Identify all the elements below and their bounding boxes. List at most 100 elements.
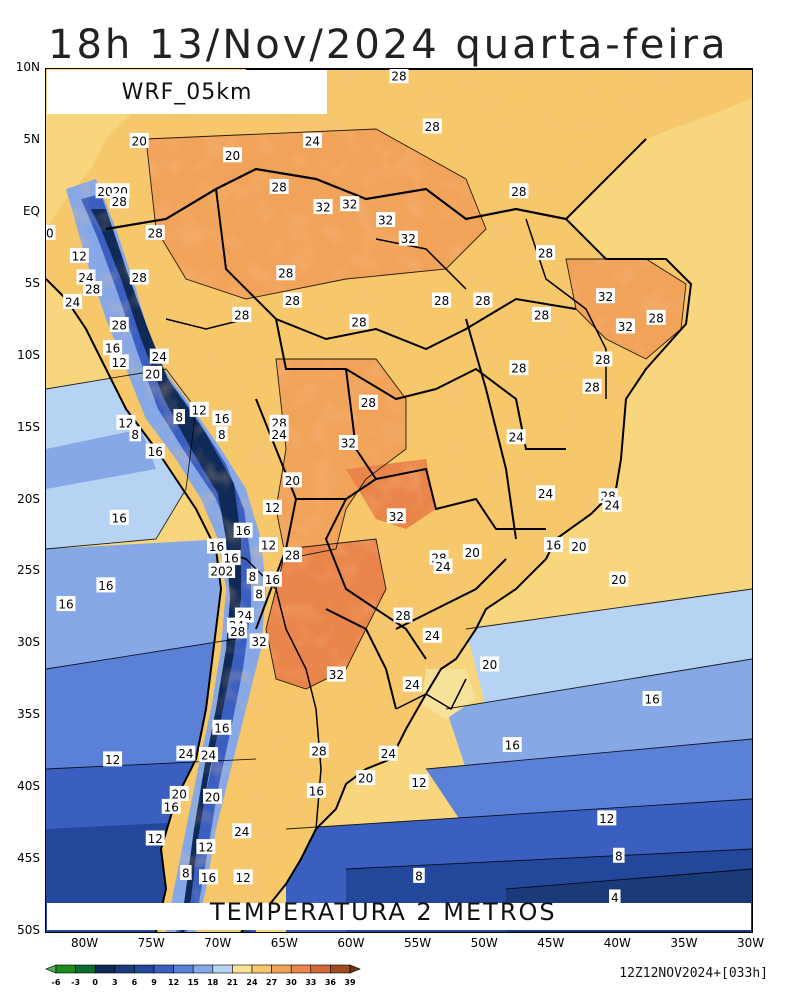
contour-label: 32: [376, 212, 396, 228]
contour-label-text: 16: [546, 539, 561, 553]
contour-label: 16: [103, 340, 123, 356]
contour-label-text: 20: [46, 226, 54, 240]
contour-label-text: 8: [255, 587, 263, 601]
contour-label: 12: [189, 401, 209, 417]
contour-label-text: 32: [389, 510, 404, 524]
colorbar-tick-label: 33: [305, 978, 316, 987]
contour-label: 32: [338, 434, 358, 450]
contour-label: 8: [613, 847, 625, 863]
contour-label-text: 16: [148, 445, 163, 459]
contour-label: 12: [103, 751, 123, 767]
colorbar-tick-label: 39: [344, 978, 356, 987]
contour-label: 24: [232, 823, 252, 839]
contour-label-text: 4: [611, 891, 619, 905]
contour-label-text: 24: [152, 350, 167, 364]
contour-label: 16: [212, 410, 232, 426]
colorbar-tick-label: 6: [132, 978, 138, 987]
contour-label-text: 24: [604, 498, 619, 512]
contour-label: 28: [83, 281, 103, 297]
latitude-label: 5S: [24, 275, 40, 290]
variable-label: TEMPERATURA 2 METROS: [210, 898, 557, 926]
contour-label-text: 16: [209, 540, 224, 554]
contour-label: 28: [393, 607, 413, 623]
contour-label: 24: [269, 426, 289, 442]
contour-label-text: 24: [178, 747, 193, 761]
contour-label-text: 28: [351, 316, 366, 330]
colorbar-tick-label: 36: [325, 978, 337, 987]
map-panel: 2820242820202028283232283228203212282428…: [45, 68, 753, 933]
contour-label-text: 16: [201, 871, 216, 885]
contour-label-text: 20: [225, 149, 240, 163]
contour-label-text: 12: [105, 753, 120, 767]
longitude-label: 60W: [337, 936, 365, 950]
colorbar-tick-label: -3: [71, 978, 80, 987]
colorbar-swatch: [330, 964, 351, 974]
contour-label-text: 24: [405, 678, 420, 692]
colorbar-tick-label: 12: [168, 978, 179, 987]
contour-label-text: 16: [644, 692, 659, 706]
contour-label-text: 12: [192, 403, 207, 417]
contour-label: 28: [269, 178, 289, 194]
contour-label: 32: [249, 633, 269, 649]
contour-label-text: 20: [172, 787, 187, 801]
contour-label: 32: [386, 508, 406, 524]
contour-label: 28: [358, 394, 378, 410]
latitude-label: 5N: [23, 131, 40, 146]
contour-label: 24: [433, 558, 453, 574]
contour-label-layer: 2820242820202028283232283228203212282428…: [46, 69, 666, 905]
contour-label-text: 12: [148, 832, 163, 846]
contour-label-text: 16: [164, 800, 179, 814]
latitude-label: 10S: [17, 347, 40, 362]
colorbar-swatch: [212, 964, 233, 974]
contour-label-text: 28: [585, 380, 600, 394]
contour-label-text: 20: [145, 367, 160, 381]
contour-label: 28: [509, 360, 529, 376]
contour-label-text: 16: [58, 598, 73, 612]
contour-label-text: 20: [205, 790, 220, 804]
contour-label-text: 28: [648, 311, 663, 325]
contour-label: 24: [176, 745, 196, 761]
contour-label-text: 24: [234, 825, 249, 839]
contour-label-text: 28: [534, 308, 549, 322]
contour-label-text: 8: [249, 570, 257, 584]
contour-label: 12: [597, 810, 617, 826]
contour-label-text: 12: [112, 356, 127, 370]
contour-label-text: 28: [148, 226, 163, 240]
contour-label-text: 16: [214, 412, 229, 426]
contour-label-text: 32: [329, 668, 344, 682]
contour-label: 32: [326, 666, 346, 682]
contour-label: 20: [356, 770, 376, 786]
contour-label: 20: [222, 147, 242, 163]
contour-label-text: 28: [112, 319, 127, 333]
contour-label-text: 24: [271, 428, 286, 442]
latitude-label: 40S: [17, 779, 40, 794]
colorbar-swatch: [173, 964, 194, 974]
contour-label: 20: [203, 788, 223, 804]
contour-label: 28: [309, 742, 329, 758]
contour-label-text: 12: [599, 812, 614, 826]
colorbar-swatch: [290, 964, 312, 974]
contour-label: 28: [129, 269, 149, 285]
contour-label-text: 12: [261, 539, 276, 553]
contour-label: 28: [646, 309, 666, 325]
contour-label: 12: [258, 537, 278, 553]
colorbar-swatch: [55, 964, 76, 974]
contour-label: 28: [509, 183, 529, 199]
longitude-label: 35W: [670, 936, 698, 950]
colorbar-tick-label: 30: [286, 978, 298, 987]
colorbar-swatch: [45, 964, 57, 974]
contour-label: 8: [173, 409, 185, 425]
contour-label-text: 8: [615, 849, 623, 863]
colorbar-swatch: [192, 964, 214, 974]
contour-label: 28: [349, 314, 369, 330]
contour-label: 24: [402, 676, 422, 692]
contour-label: 24: [63, 294, 83, 310]
contour-label-text: 8: [182, 867, 190, 881]
colorbar-tick-label: 21: [227, 978, 239, 987]
contour-label: 28: [432, 292, 452, 308]
colorbar-swatch: [75, 964, 96, 974]
colorbar-swatch: [271, 964, 292, 974]
contour-label: 16: [207, 538, 227, 554]
contour-label: 24: [536, 485, 556, 501]
contour-label-text: 28: [230, 625, 245, 639]
